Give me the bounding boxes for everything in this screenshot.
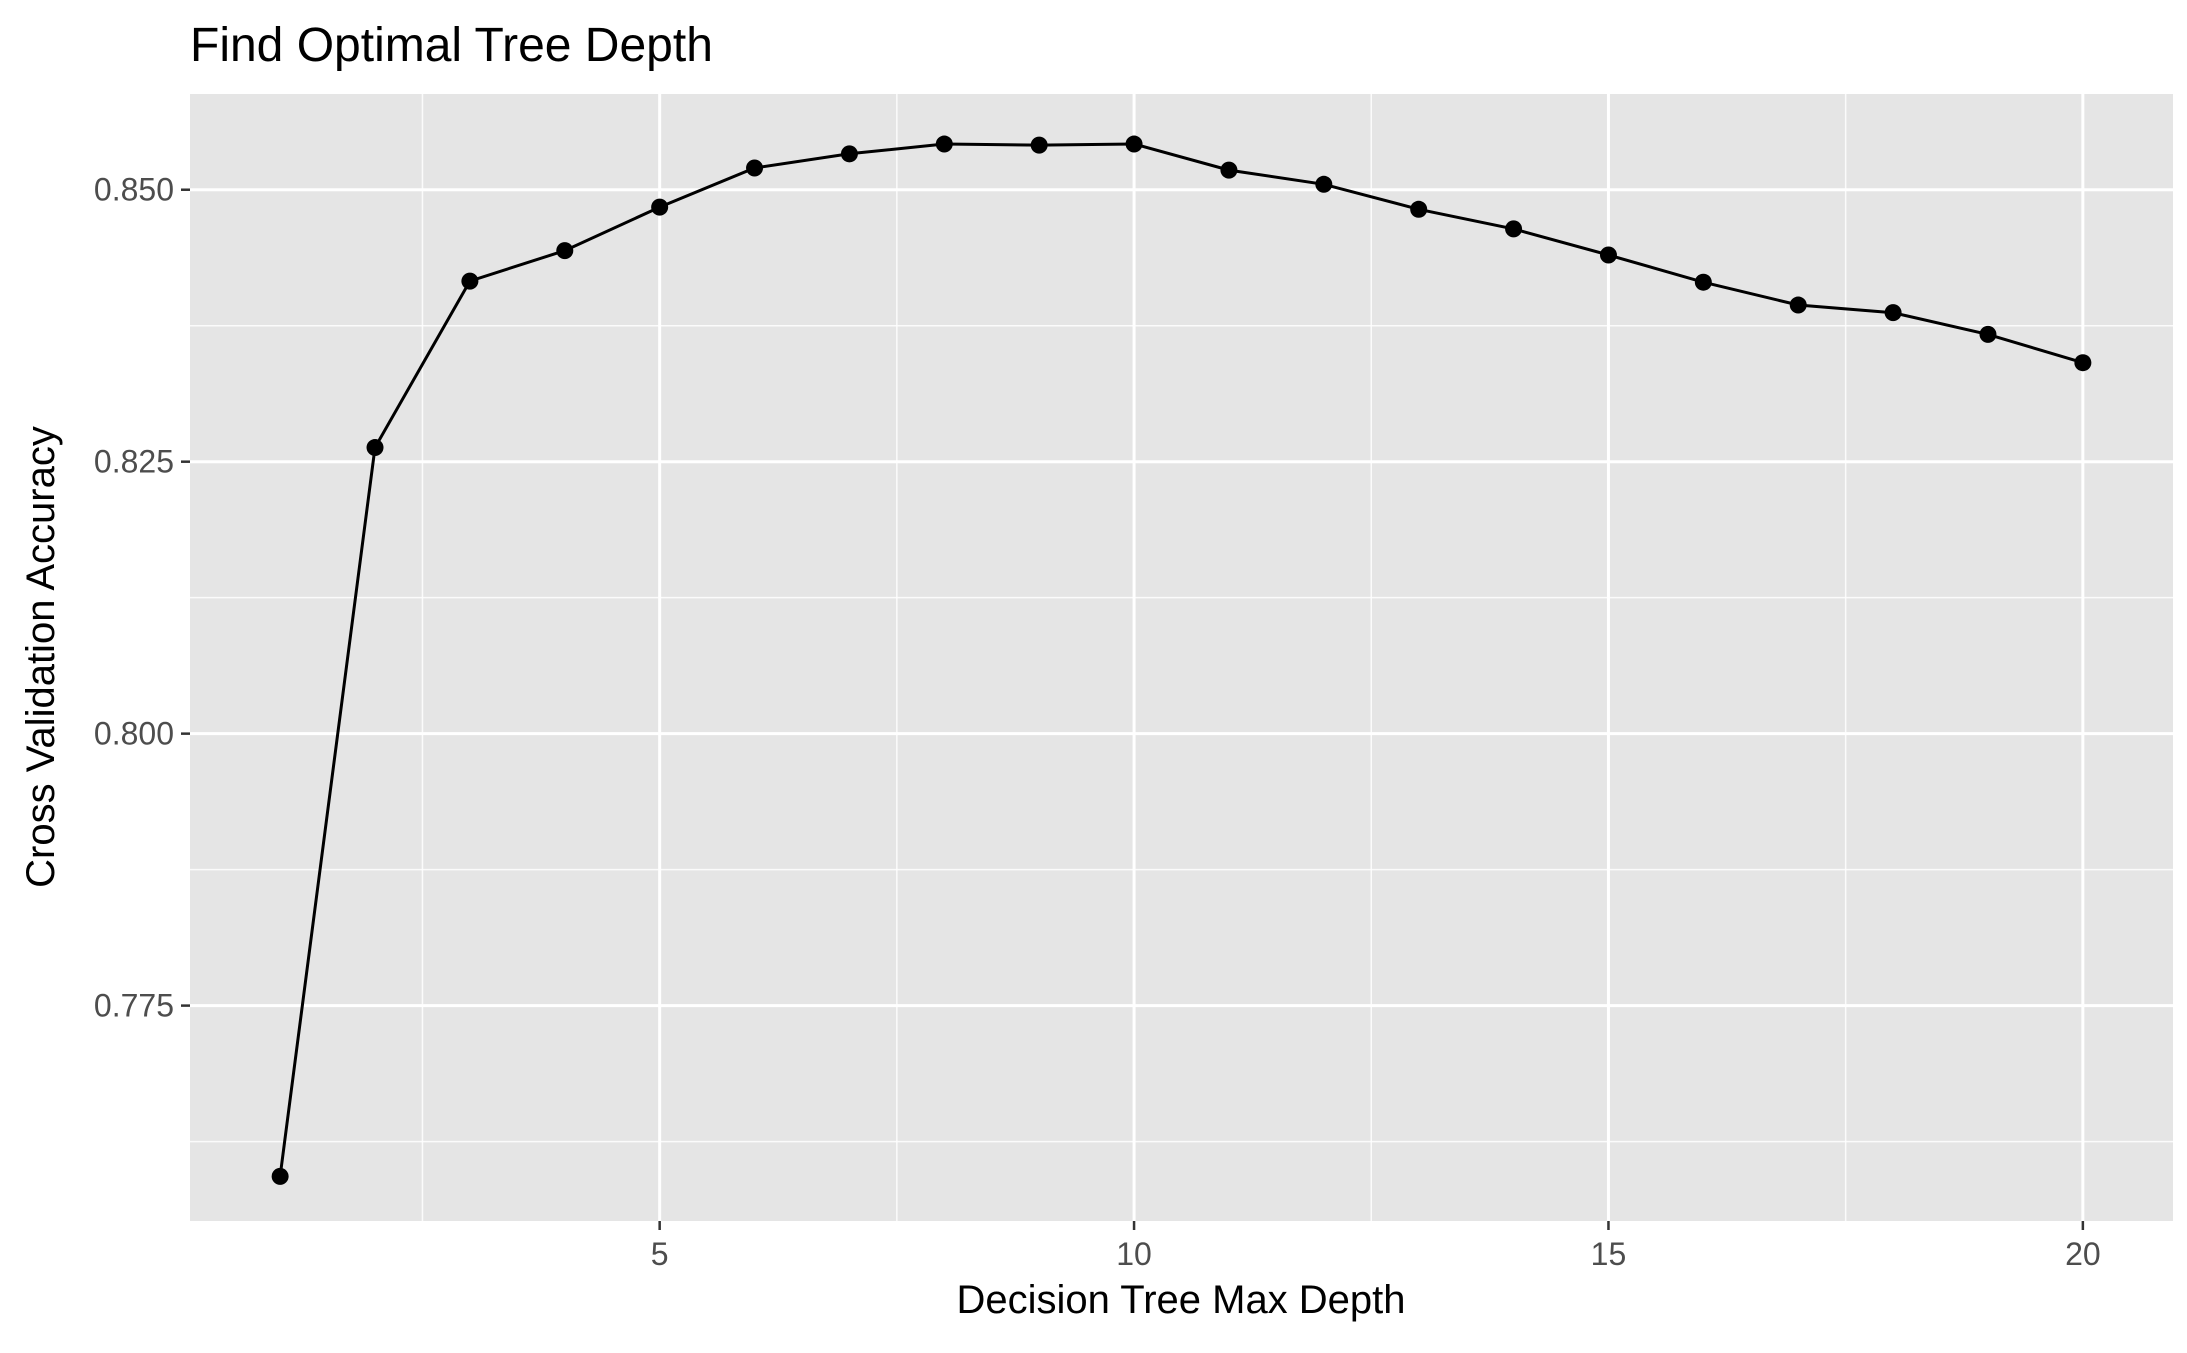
x-tick-label: 10 (1116, 1236, 1152, 1272)
y-tick-label: 0.800 (94, 716, 174, 752)
chart-title: Find Optimal Tree Depth (190, 19, 713, 72)
data-point (1979, 325, 1997, 343)
x-tick-label: 20 (2065, 1236, 2101, 1272)
data-point (1315, 175, 1333, 193)
data-point (271, 1167, 289, 1185)
data-point (935, 135, 953, 153)
data-points (271, 135, 2092, 1185)
minor-gridlines (190, 94, 2173, 1221)
data-point (1220, 161, 1238, 179)
data-point (1694, 273, 1712, 291)
y-axis-tick-labels: 0.775 0.800 0.825 0.850 (94, 172, 174, 1024)
y-tick-label: 0.825 (94, 444, 174, 480)
x-tick-label: 5 (651, 1236, 669, 1272)
x-tick-label: 15 (1591, 1236, 1627, 1272)
data-point (651, 198, 669, 216)
data-point (746, 159, 764, 177)
data-point (1505, 220, 1523, 238)
data-point (1884, 304, 1902, 322)
x-axis-title: Decision Tree Max Depth (956, 1278, 1405, 1322)
data-point (366, 439, 384, 457)
plot-panel (190, 94, 2173, 1221)
y-axis-title: Cross Validation Accuracy (19, 426, 63, 888)
x-axis-tick-labels: 5 10 15 20 (651, 1236, 2101, 1272)
data-point (1599, 246, 1617, 264)
data-point (1125, 135, 1143, 153)
data-point (1789, 296, 1807, 314)
y-tick-label: 0.850 (94, 172, 174, 208)
data-point (1410, 200, 1428, 218)
major-gridlines (190, 94, 2173, 1221)
data-point (461, 272, 479, 290)
y-tick-label: 0.775 (94, 988, 174, 1024)
data-point (840, 145, 858, 163)
data-point (1030, 136, 1048, 154)
axis-ticks (181, 188, 2085, 1230)
data-point (2074, 354, 2092, 372)
data-point (556, 242, 574, 260)
series-line (278, 142, 2084, 1177)
